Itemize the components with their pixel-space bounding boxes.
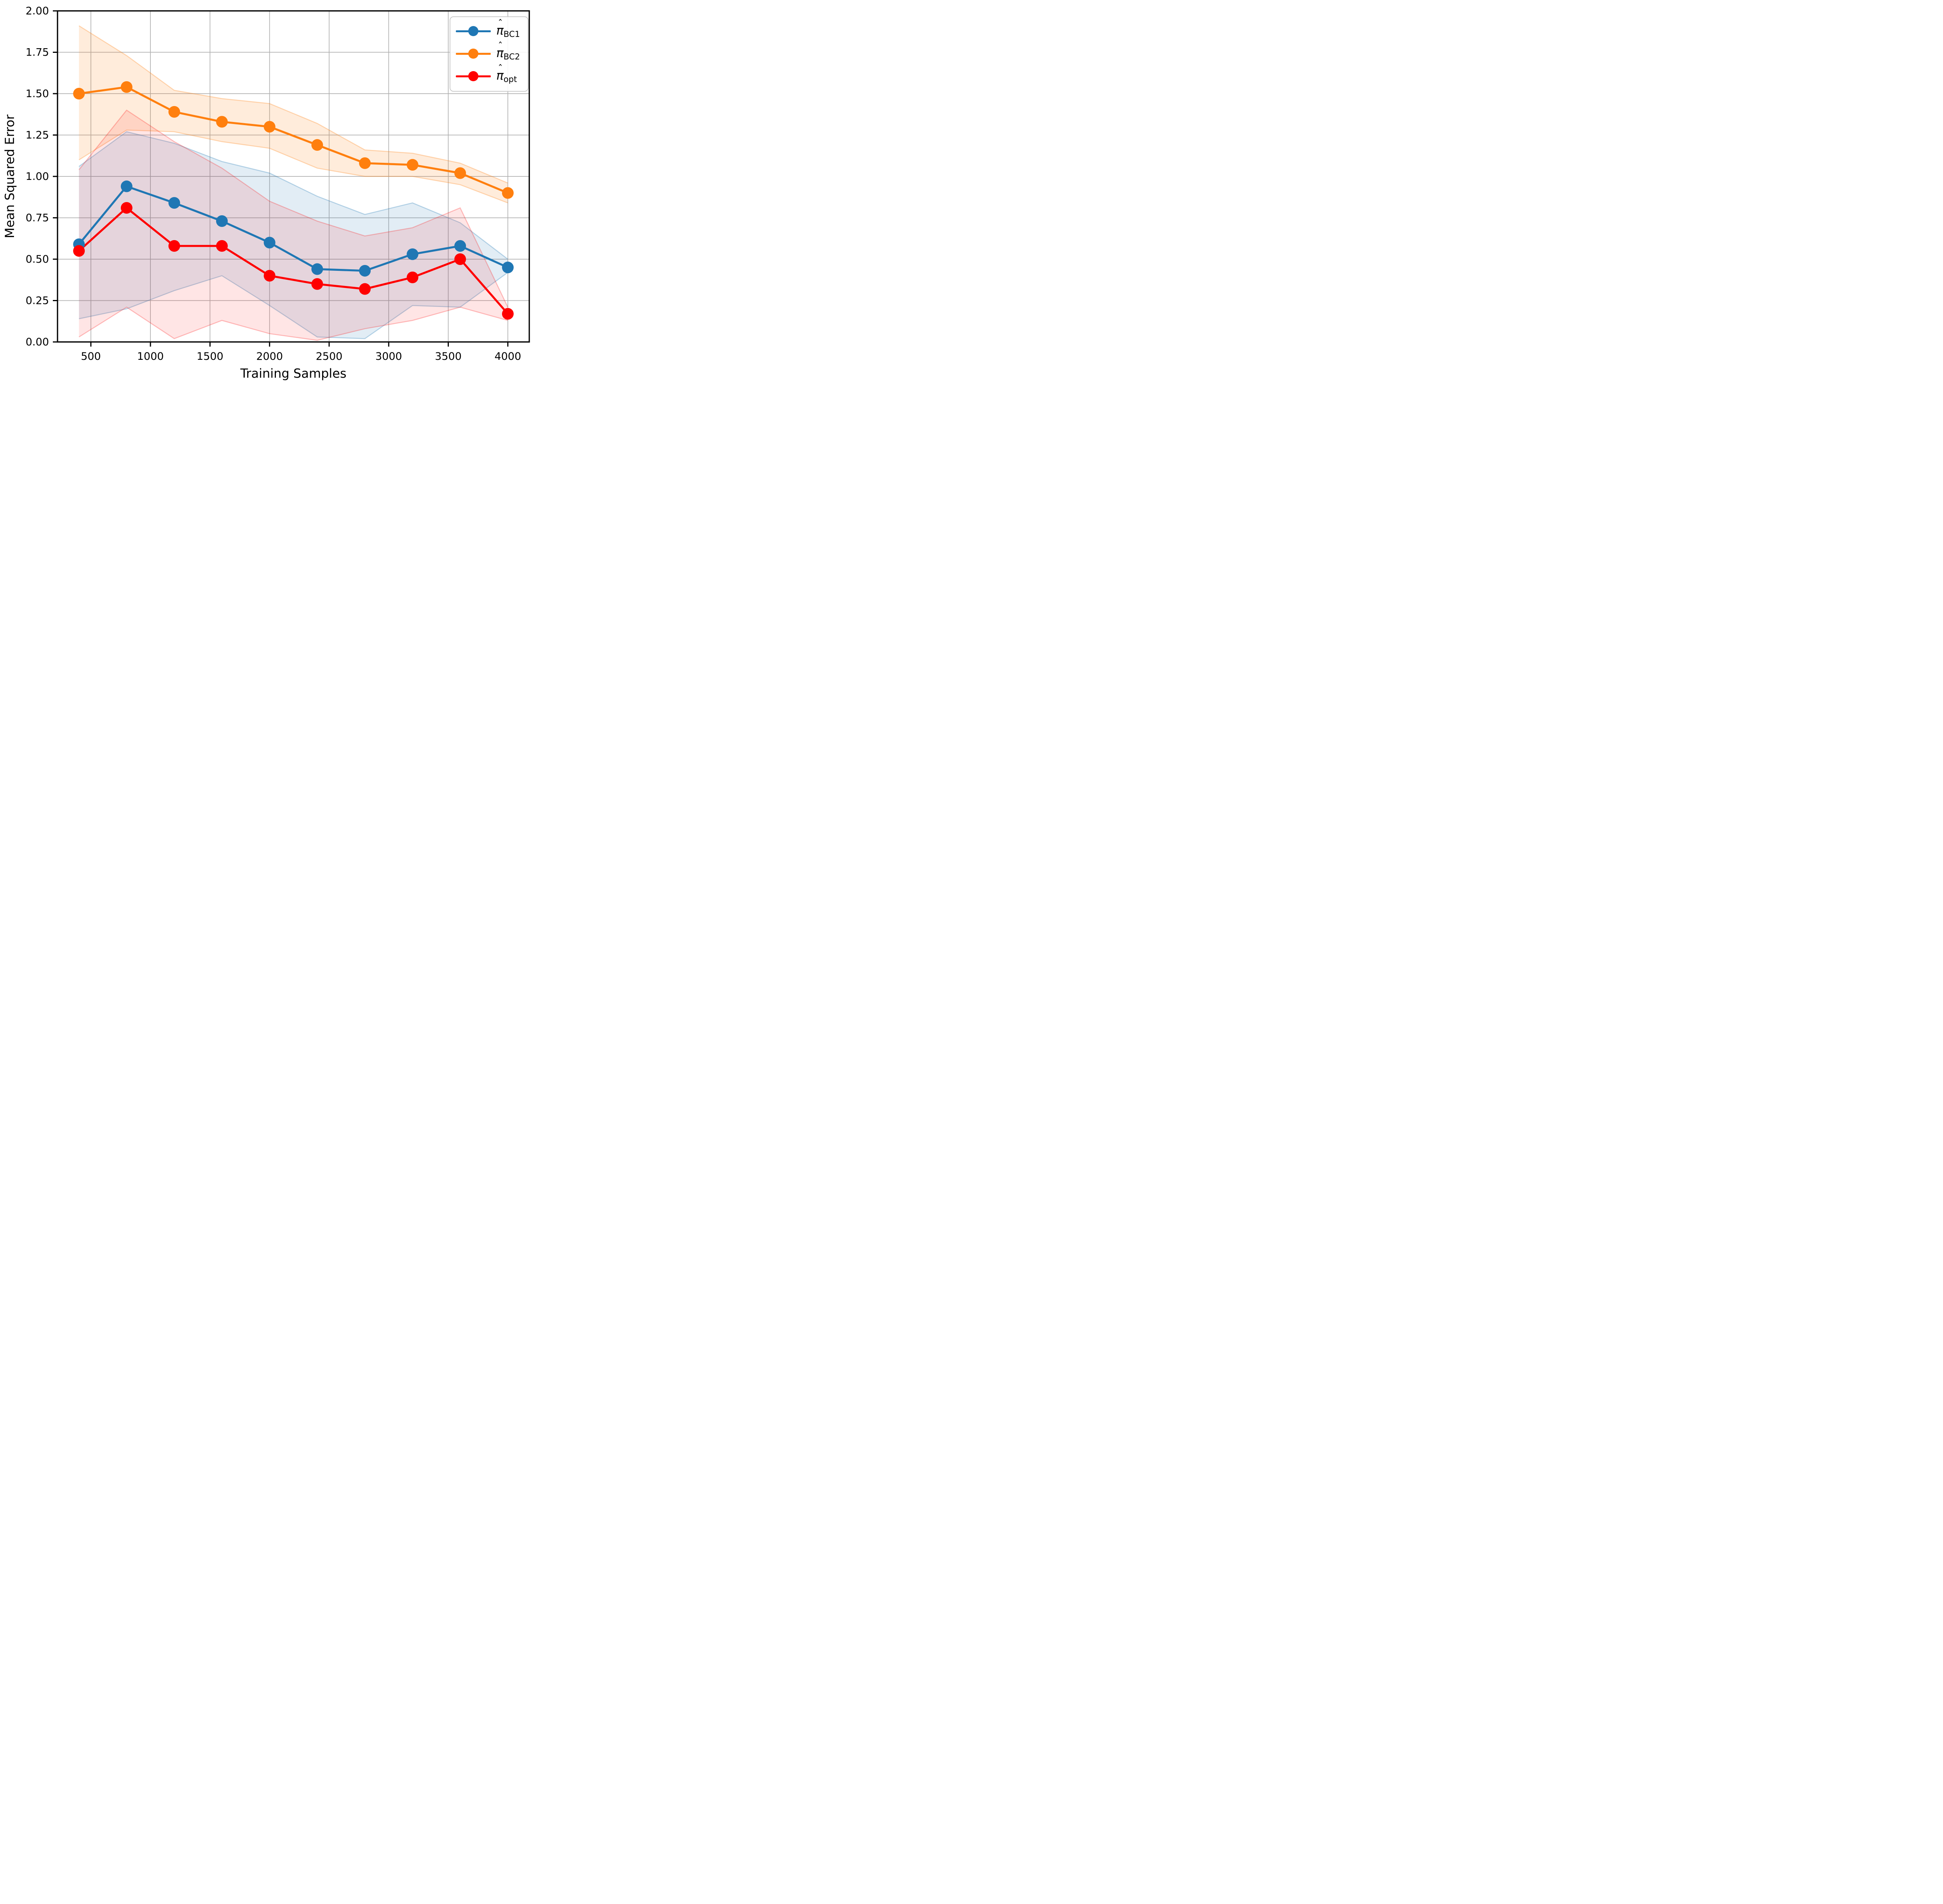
band-pi_hat_opt bbox=[79, 110, 508, 340]
band-lower-edge-pi_hat_BC1 bbox=[78, 272, 508, 339]
y-tick-label-1.75: 1.75 bbox=[26, 47, 49, 59]
band-pi_hat_BC2 bbox=[79, 26, 508, 203]
x-tick-label-3500: 3500 bbox=[435, 350, 462, 363]
legend-label: ˆ πBC2 bbox=[496, 41, 520, 61]
marker-pi_hat_opt-1200 bbox=[168, 240, 180, 252]
legend-item-bc2: ˆ πBC2 bbox=[456, 41, 520, 64]
hat-accent: ˆ bbox=[498, 18, 503, 30]
marker-pi_hat_opt-3600 bbox=[454, 253, 466, 265]
y-tick-label-0.25: 0.25 bbox=[26, 295, 49, 307]
x-tick-label-1000: 1000 bbox=[137, 350, 164, 363]
marker-pi_hat_BC2-1200 bbox=[168, 106, 180, 118]
markers-pi_hat_opt bbox=[73, 202, 514, 320]
legend-label: ˆ πopt bbox=[496, 64, 517, 84]
marker-pi_hat_BC2-2000 bbox=[263, 121, 276, 133]
y-tick-label-0.00: 0.00 bbox=[26, 336, 49, 348]
line-pi_hat_opt bbox=[78, 207, 509, 315]
figure: 500 1000 1500 2000 2500 3000 3500 4000 0.00 0.25 0… bbox=[0, 0, 536, 381]
marker-pi_hat_BC1-2000 bbox=[263, 237, 276, 249]
legend-line-marker-icon bbox=[456, 49, 491, 59]
marker-pi_hat_BC1-1200 bbox=[168, 197, 180, 209]
marker-pi_hat_opt-2800 bbox=[359, 283, 371, 295]
markers-pi_hat_BC1 bbox=[73, 180, 514, 277]
line-pi_hat_BC2 bbox=[78, 86, 509, 194]
marker-pi_hat_BC1-3600 bbox=[454, 240, 466, 252]
band-pi_hat_BC1 bbox=[79, 131, 508, 339]
y-axis-label: Mean Squared Error bbox=[2, 114, 17, 238]
marker-pi_hat_BC2-400 bbox=[73, 88, 85, 99]
y-tick-label-1.50: 1.50 bbox=[26, 88, 49, 100]
marker-pi_hat_BC1-1600 bbox=[216, 215, 228, 227]
legend-line-marker-icon bbox=[456, 26, 491, 36]
x-axis-label: Training Samples bbox=[240, 366, 346, 381]
y-tick-label-0.50: 0.50 bbox=[26, 253, 49, 265]
marker-pi_hat_BC1-3200 bbox=[406, 248, 419, 260]
marker-pi_hat_opt-2400 bbox=[311, 278, 323, 290]
legend-subscript: BC1 bbox=[503, 29, 520, 39]
marker-pi_hat_BC1-2800 bbox=[359, 265, 371, 277]
marker-pi_hat_opt-4000 bbox=[502, 308, 514, 320]
line-pi_hat_BC1 bbox=[78, 185, 509, 272]
y-tick-label-2.00: 2.00 bbox=[26, 5, 49, 17]
legend-item-bc1: ˆ πBC1 bbox=[456, 19, 520, 41]
y-tick-label-0.75: 0.75 bbox=[26, 212, 49, 224]
legend: ˆ πBC1 ˆ πBC2 ˆ πopt bbox=[450, 16, 528, 92]
legend-subscript: BC2 bbox=[503, 51, 520, 61]
marker-pi_hat_opt-800 bbox=[120, 202, 133, 214]
legend-item-opt: ˆ πopt bbox=[456, 64, 520, 86]
pi-symbol: π bbox=[496, 69, 504, 83]
pi-symbol: π bbox=[496, 24, 504, 38]
x-tick-label-3000: 3000 bbox=[375, 350, 402, 363]
marker-pi_hat_BC1-800 bbox=[120, 180, 133, 192]
hat-accent: ˆ bbox=[498, 40, 503, 52]
marker-pi_hat_BC2-1600 bbox=[216, 116, 228, 128]
x-tick-label-2000: 2000 bbox=[256, 350, 283, 363]
band-lower-edge-pi_hat_opt bbox=[78, 307, 508, 341]
band-upper-edge-pi_hat_BC2 bbox=[78, 25, 508, 184]
x-tick-label-500: 500 bbox=[81, 350, 101, 363]
markers-pi_hat_BC2 bbox=[73, 81, 514, 199]
y-tick-label-1.00: 1.00 bbox=[26, 171, 49, 183]
x-tick-label-1500: 1500 bbox=[197, 350, 223, 363]
band-upper-edge-pi_hat_BC1 bbox=[78, 131, 508, 260]
marker-pi_hat_opt-2000 bbox=[263, 270, 276, 282]
marker-pi_hat_opt-3200 bbox=[406, 271, 419, 283]
legend-label: ˆ πBC1 bbox=[496, 19, 520, 39]
marker-pi_hat_opt-1600 bbox=[216, 240, 228, 252]
marker-pi_hat_BC2-2400 bbox=[311, 139, 323, 151]
marker-pi_hat_BC2-4000 bbox=[502, 187, 514, 199]
legend-subscript: opt bbox=[503, 74, 517, 84]
marker-pi_hat_BC1-4000 bbox=[502, 262, 514, 274]
band-upper-edge-pi_hat_opt bbox=[78, 109, 508, 308]
marker-pi_hat_BC2-2800 bbox=[359, 157, 371, 169]
pi-symbol: π bbox=[496, 46, 504, 61]
y-tick-label-1.25: 1.25 bbox=[26, 129, 49, 141]
x-tick-label-4000: 4000 bbox=[494, 350, 521, 363]
marker-pi_hat_BC2-3600 bbox=[454, 167, 466, 179]
marker-pi_hat_opt-400 bbox=[73, 245, 85, 257]
hat-accent: ˆ bbox=[498, 63, 503, 75]
marker-pi_hat_BC1-2400 bbox=[311, 263, 323, 275]
marker-pi_hat_BC2-800 bbox=[120, 81, 133, 93]
legend-line-marker-icon bbox=[456, 71, 491, 81]
band-lower-edge-pi_hat_BC2 bbox=[78, 129, 508, 204]
marker-pi_hat_BC2-3200 bbox=[406, 159, 419, 171]
x-tick-label-2500: 2500 bbox=[316, 350, 343, 363]
